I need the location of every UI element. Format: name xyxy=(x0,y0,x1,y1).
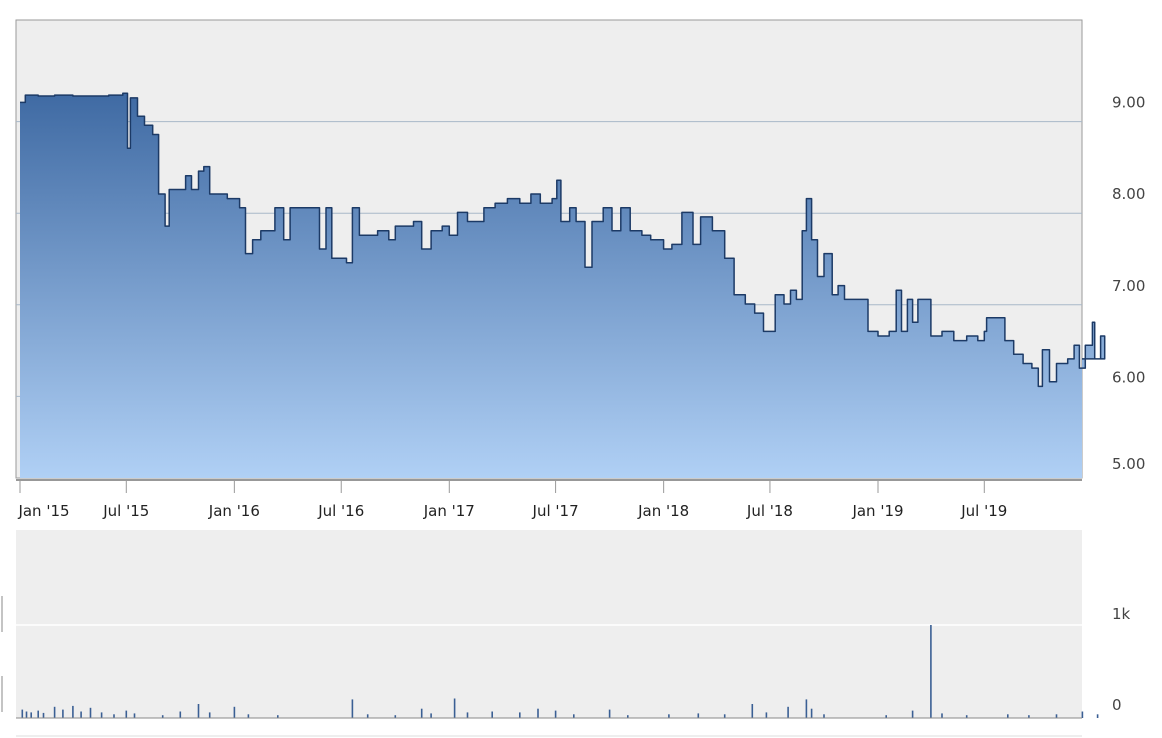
volume-bar xyxy=(668,714,670,718)
x-tick-label: Jul '18 xyxy=(746,502,793,520)
volume-bar xyxy=(823,714,825,718)
volume-bar xyxy=(351,699,354,718)
volume-bars xyxy=(21,625,1099,718)
x-tick-label: Jan '16 xyxy=(208,502,260,520)
volume-bar xyxy=(723,714,726,718)
volume-bar xyxy=(72,705,74,718)
x-tick-label: Jan '17 xyxy=(423,502,475,520)
volume-bar xyxy=(208,712,211,718)
volume-bar xyxy=(247,714,250,718)
price-y-tick-label: 7.00 xyxy=(1112,277,1145,295)
volume-bar xyxy=(1055,714,1058,718)
x-axis: Jan '15 Jul '15 Jan '16 Jul '16 Jan '17 Jul '… xyxy=(17,480,1007,520)
volume-bar xyxy=(277,715,279,718)
volume-bar xyxy=(941,713,943,718)
x-tick-label: Jan '19 xyxy=(851,502,903,520)
volume-bar xyxy=(30,712,32,718)
volume-bar xyxy=(62,709,64,718)
volume-bar xyxy=(930,625,932,718)
volume-bar xyxy=(113,714,115,718)
volume-bar xyxy=(519,712,521,718)
volume-bar xyxy=(53,706,56,718)
volume-bar xyxy=(21,709,24,718)
volume-bar xyxy=(453,698,456,718)
volume-bar xyxy=(80,711,82,718)
volume-bar xyxy=(133,713,136,718)
volume-bar xyxy=(25,711,28,718)
volume-bar xyxy=(805,699,808,718)
price-y-tick-label: 8.00 xyxy=(1112,185,1145,203)
volume-bar xyxy=(394,715,397,718)
volume-bar xyxy=(765,712,768,718)
volume-bar xyxy=(125,710,128,718)
x-tick-label: Jan '18 xyxy=(637,502,689,520)
volume-bar xyxy=(161,715,164,718)
volume-bar xyxy=(366,714,369,718)
volume-bar xyxy=(697,713,700,718)
volume-y-tick-label: 1k xyxy=(1112,605,1131,623)
x-tick-label: Jul '19 xyxy=(960,502,1007,520)
volume-bar xyxy=(787,706,789,718)
x-tick-label: Jul '15 xyxy=(102,502,149,520)
volume-bar xyxy=(430,713,432,718)
volume-bar xyxy=(608,709,611,718)
volume-bar xyxy=(491,711,493,718)
volume-bar xyxy=(233,706,236,718)
price-y-tick-label: 5.00 xyxy=(1112,455,1145,473)
volume-bar xyxy=(42,712,45,718)
volume-bar xyxy=(100,712,103,718)
volume-bar xyxy=(573,714,575,718)
volume-bar xyxy=(1028,715,1030,718)
x-tick-label: Jul '16 xyxy=(317,502,364,520)
volume-bar xyxy=(1081,711,1084,718)
volume-bar xyxy=(554,710,557,718)
price-y-tick-label: 9.00 xyxy=(1112,94,1145,112)
price-y-tick-label: 6.00 xyxy=(1112,368,1145,386)
volume-bar xyxy=(1096,714,1099,718)
price-area xyxy=(20,93,1105,479)
volume-bar xyxy=(1007,714,1009,718)
price-line xyxy=(20,92,1106,388)
volume-bar xyxy=(537,708,539,718)
volume-bar xyxy=(89,707,92,718)
price-y-axis: 5.00 6.00 7.00 8.00 9.00 xyxy=(1112,94,1145,473)
volume-bar xyxy=(197,704,200,718)
volume-bar xyxy=(810,708,813,718)
x-tick-label: Jul '17 xyxy=(532,502,579,520)
volume-bar xyxy=(911,710,914,718)
volume-y-tick-label: 0 xyxy=(1112,696,1122,714)
volume-bar xyxy=(751,704,754,718)
volume-bar xyxy=(466,712,469,718)
volume-y-axis: 0 1k xyxy=(1112,605,1131,714)
volume-bar xyxy=(420,708,423,718)
volume-bar xyxy=(179,711,182,718)
volume-bar xyxy=(627,715,629,718)
volume-bar xyxy=(965,715,968,718)
volume-bar xyxy=(37,710,39,718)
volume-bar xyxy=(885,715,887,718)
x-tick-label: Jan '15 xyxy=(17,502,69,520)
